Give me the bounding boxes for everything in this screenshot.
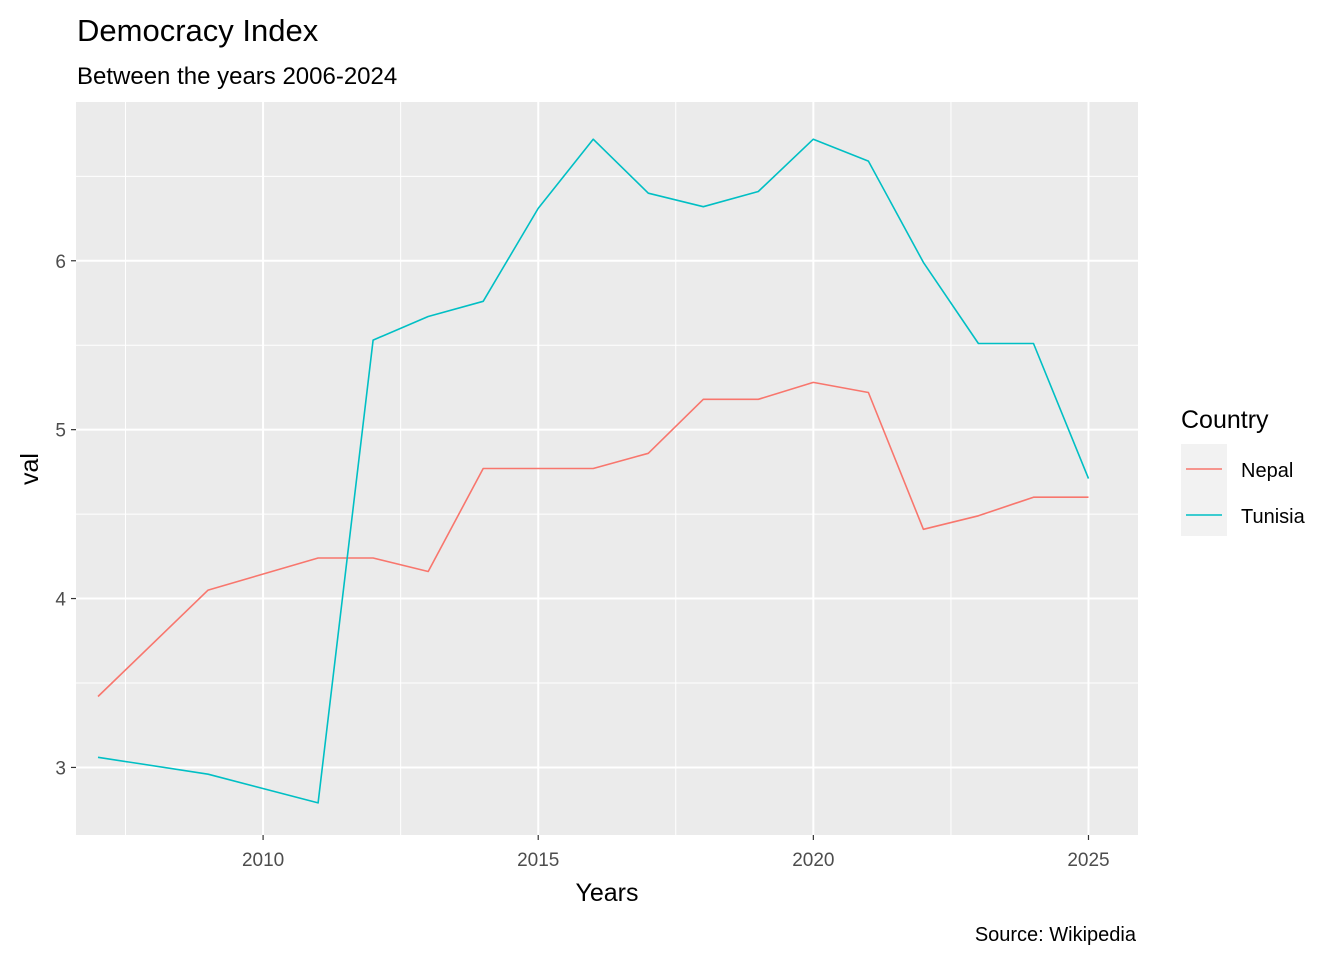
series-layer — [97, 138, 1090, 804]
y-tick-label: 5 — [55, 421, 66, 442]
y-tick-label: 3 — [55, 758, 66, 779]
y-axis-title: val — [16, 453, 44, 485]
chart-caption: Source: Wikipedia — [975, 924, 1137, 946]
x-axis-ticks: 2010 2015 2020 2025 — [242, 835, 1110, 871]
y-axis-ticks: 3 4 5 6 — [55, 252, 76, 779]
grid-minor — [76, 102, 1138, 835]
legend: Country Nepal Tunisia — [1181, 406, 1306, 536]
y-tick-label: 4 — [55, 590, 66, 611]
series-line-nepal — [97, 381, 1089, 698]
x-tick-label: 2025 — [1067, 850, 1109, 871]
legend-key-background — [1181, 444, 1227, 536]
y-tick-label: 6 — [55, 252, 66, 273]
chart-title: Democracy Index — [77, 13, 319, 48]
series-line-tunisia — [97, 138, 1090, 804]
legend-items: Nepal Tunisia — [1186, 460, 1306, 528]
grid-major — [76, 102, 1138, 835]
legend-title: Country — [1181, 406, 1269, 434]
x-tick-label: 2020 — [792, 850, 834, 871]
x-tick-label: 2015 — [517, 850, 559, 871]
legend-label-tunisia: Tunisia — [1241, 506, 1306, 528]
chart-subtitle: Between the years 2006-2024 — [77, 63, 397, 90]
plot-panel — [76, 102, 1138, 835]
x-tick-label: 2010 — [242, 850, 284, 871]
x-axis-title: Years — [575, 879, 638, 907]
legend-label-nepal: Nepal — [1241, 460, 1293, 482]
